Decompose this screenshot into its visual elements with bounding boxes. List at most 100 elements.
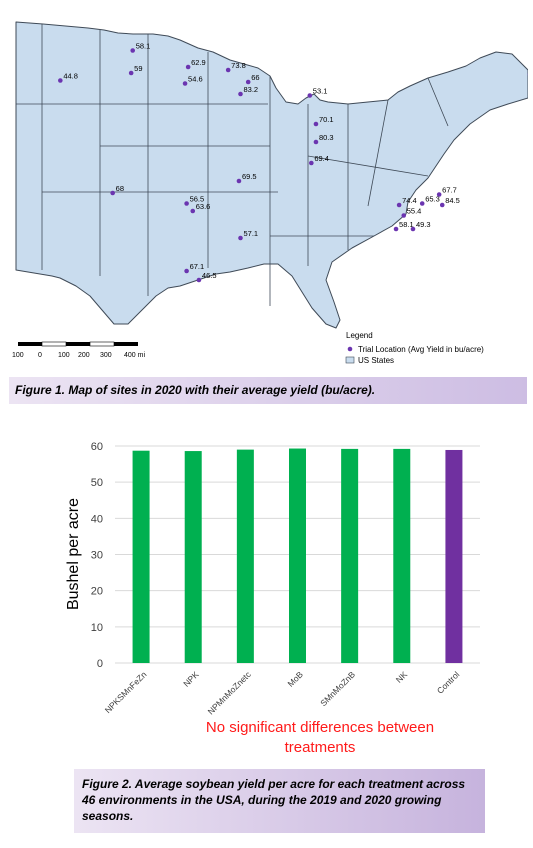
x-tick-labels: NPKSMnFeZn NPK NPMnMoZnetc MoB SMnMoZnB NK Con… [103, 669, 462, 717]
site-yield-label: 58.1 [136, 42, 151, 51]
site-marker [236, 178, 242, 184]
yield-bar-chart: Bushel per acre 0 10 20 30 40 50 60 NPKSMnFeZn… [65, 441, 480, 717]
scale-bar-segment [89, 341, 115, 347]
figure-2-caption: Figure 2. Average soybean yield per acre… [74, 769, 485, 833]
site-yield-label: 63.6 [196, 202, 211, 211]
site-yield-label: 54.6 [188, 75, 203, 84]
site-marker [58, 78, 63, 83]
bar-npmnmoznetc [236, 449, 254, 663]
site-marker [185, 64, 191, 70]
chart-bars [132, 448, 463, 663]
site-marker [184, 201, 189, 206]
scale-label: 100 [58, 352, 70, 359]
site-yield-label: 70.1 [319, 115, 334, 124]
y-tick-label: 20 [91, 586, 103, 598]
site-marker [396, 202, 402, 208]
significance-note: No significant differences between treat… [205, 719, 435, 756]
site-yield-label: 46.5 [202, 271, 217, 280]
y-tick-label: 60 [91, 441, 103, 453]
x-tick-label: NK [394, 669, 410, 685]
bar-mob [289, 448, 306, 663]
site-yield-label: 69.5 [242, 172, 257, 181]
site-marker [110, 190, 115, 196]
site-marker [190, 208, 196, 214]
legend-point-marker [347, 346, 353, 352]
site-marker [410, 226, 416, 232]
y-tick-label: 10 [91, 622, 103, 634]
site-marker [439, 202, 445, 208]
site-marker [225, 67, 231, 73]
map-legend: Legend Trial Location (Avg Yield in bu/a… [345, 331, 484, 365]
site-marker [128, 70, 134, 76]
bar-npksmnfezn [132, 450, 150, 663]
site-marker [182, 81, 188, 86]
site-yield-label: 58.1 [399, 220, 414, 229]
site-marker [238, 235, 243, 241]
site-yield-label: 84.5 [445, 196, 460, 205]
site-yield-label: 49.3 [416, 220, 431, 229]
scale-label: 0 [38, 352, 42, 359]
site-yield-label: 44.8 [63, 72, 78, 81]
site-marker [196, 277, 202, 283]
bar-nk [393, 448, 411, 663]
us-states-outline [15, 21, 528, 329]
y-tick-label: 40 [91, 513, 103, 525]
scale-bar-segment [66, 342, 90, 346]
state-border-line [367, 99, 389, 207]
y-tick-label: 0 [97, 658, 103, 670]
site-yield-label: 80.3 [319, 133, 334, 142]
scale-bar: 100 0 100 200 300 400 mi [12, 341, 145, 359]
scale-labels: 100 0 100 200 300 400 mi [12, 352, 145, 359]
site-yield-label: 59 [134, 64, 142, 73]
site-yield-label: 74.4 [402, 196, 417, 205]
legend-point-label: Trial Location (Avg Yield in bu/acre) [358, 345, 484, 354]
legend-title: Legend [346, 331, 373, 340]
site-yield-label: 83.2 [244, 85, 259, 94]
site-yield-label: 55.4 [407, 207, 422, 216]
site-yield-label: 53.1 [313, 87, 328, 96]
state-border-line [427, 77, 449, 127]
scale-label: 200 [78, 352, 90, 359]
x-tick-label: NPKSMnFeZn [103, 669, 149, 715]
site-yield-label: 65.3 [425, 195, 440, 204]
site-marker [130, 48, 135, 53]
x-tick-label: Control [435, 669, 462, 696]
legend-area-swatch [345, 356, 355, 364]
y-axis-label: Bushel per acre [65, 498, 82, 610]
site-yield-label: 68 [116, 184, 124, 193]
site-yield-label: 69.4 [314, 154, 329, 163]
scale-label: 400 mi [124, 352, 145, 359]
scale-label: 100 [12, 352, 24, 359]
y-tick-labels: 0 10 20 30 40 50 60 [91, 441, 103, 670]
scale-label: 300 [100, 352, 112, 359]
state-border-line [307, 155, 429, 177]
site-marker [238, 91, 243, 97]
bar-npk [184, 451, 202, 663]
y-tick-label: 30 [91, 550, 103, 562]
figure-1-caption: Figure 1. Map of sites in 2020 with thei… [9, 377, 527, 404]
site-marker [313, 121, 319, 127]
site-marker [245, 79, 251, 85]
bar-control [445, 449, 463, 663]
site-marker [419, 201, 425, 206]
site-marker [309, 160, 314, 166]
site-yield-label: 67.1 [190, 262, 205, 271]
site-marker [401, 213, 407, 218]
state-borders [16, 24, 449, 306]
site-marker [436, 192, 442, 197]
site-yield-label: 67.7 [442, 186, 457, 195]
y-tick-label: 50 [91, 477, 103, 489]
scale-bar-segment [18, 342, 42, 346]
bar-smnmoznb [341, 448, 359, 663]
x-tick-label: NPK [181, 669, 201, 689]
site-map: 58.1 59 44.8 62.9 54.6 73.8 66 83.2 53.1 70.1 80.3… [8, 6, 528, 371]
site-yield-label: 73.8 [231, 61, 246, 70]
x-tick-label: MoB [285, 669, 305, 689]
trial-sites: 58.1 59 44.8 62.9 54.6 73.8 66 83.2 53.1 70.1 80.3… [58, 42, 528, 283]
site-yield-label: 62.9 [191, 58, 206, 67]
legend-area-label: US States [358, 356, 394, 365]
x-tick-label: SMnMoZnB [318, 669, 357, 708]
site-marker [184, 268, 189, 274]
site-marker [393, 226, 399, 232]
site-yield-label: 56.5 [190, 195, 205, 204]
